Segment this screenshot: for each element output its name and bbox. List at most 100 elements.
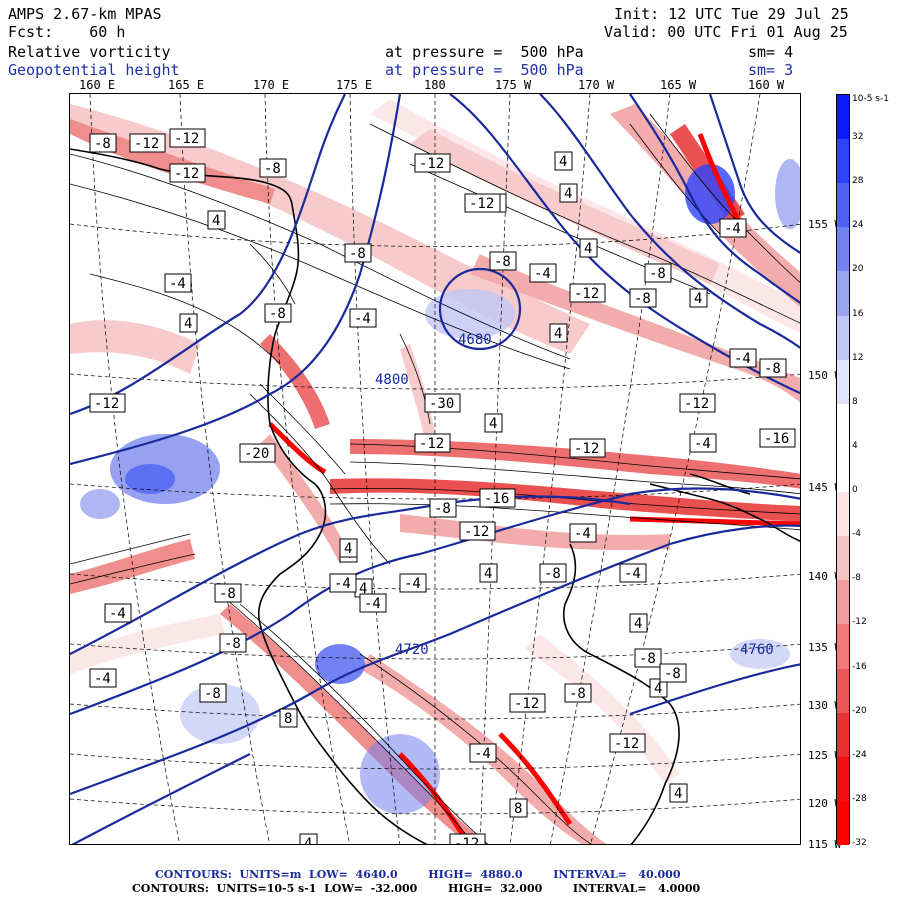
svg-text:-8: -8 xyxy=(219,586,236,602)
vorticity-label: -12 xyxy=(129,133,166,153)
height-label: 4800 xyxy=(375,372,409,388)
svg-text:-4: -4 xyxy=(109,606,126,622)
vorticity-labels: -8-12-12-12-84-124-8-124-8-84-4-8-12-44-… xyxy=(89,128,796,844)
height-label: 4680 xyxy=(458,332,492,348)
vorticity-label: -8 xyxy=(344,243,372,263)
svg-text:-8: -8 xyxy=(224,636,241,652)
vorticity-label: -4 xyxy=(164,273,192,293)
svg-text:-12: -12 xyxy=(134,136,159,152)
colorbar-tick-label: -4 xyxy=(852,529,861,540)
svg-text:-8: -8 xyxy=(494,254,511,270)
colorbar-segment xyxy=(837,271,849,316)
colorbar-segment xyxy=(837,315,849,360)
vorticity-label: -12 xyxy=(414,153,451,173)
colorbar-tick-label: 12 xyxy=(852,352,864,363)
colorbar-tick-label: 4 xyxy=(852,440,858,451)
vorticity-label: -8 xyxy=(219,633,247,653)
vorticity-label: -4 xyxy=(729,348,757,368)
svg-text:-12: -12 xyxy=(614,736,639,752)
colorbar-segment xyxy=(837,492,849,537)
colorbar-tick-label: 32 xyxy=(852,132,864,143)
svg-text:-30: -30 xyxy=(429,396,454,412)
lon-label: 175 E xyxy=(336,78,373,92)
svg-text:-12: -12 xyxy=(684,396,709,412)
svg-text:-8: -8 xyxy=(269,306,286,322)
vorticity-label: -12 xyxy=(679,393,716,413)
lon-label: 170 W xyxy=(578,78,615,92)
vorticity-label: 4 xyxy=(649,678,668,698)
vorticity-label: -16 xyxy=(759,428,796,448)
svg-text:-12: -12 xyxy=(574,441,599,457)
svg-text:-12: -12 xyxy=(464,524,489,540)
vorticity-label: -12 xyxy=(169,163,206,183)
svg-text:4: 4 xyxy=(584,241,592,257)
svg-text:4: 4 xyxy=(489,416,497,432)
colorbar-tick-label: 20 xyxy=(852,264,864,275)
vorticity-contour-info: CONTOURS: UNITS=10-5 s-1 LOW= -32.000 HI… xyxy=(132,882,701,895)
svg-text:-8: -8 xyxy=(264,161,281,177)
vorticity-label: -8 xyxy=(659,663,687,683)
colorbar-segment xyxy=(837,800,849,845)
vorticity-label: -8 xyxy=(634,648,662,668)
svg-text:4: 4 xyxy=(484,566,492,582)
colorbar-tick-label: 16 xyxy=(852,308,864,319)
svg-text:-4: -4 xyxy=(404,576,421,592)
field2-level: at pressure = 500 hPa xyxy=(385,61,584,79)
colorbar-tick-label: 28 xyxy=(852,176,864,187)
vorticity-label: -4 xyxy=(619,563,647,583)
svg-text:-8: -8 xyxy=(569,686,586,702)
vorticity-label: -12 xyxy=(169,128,206,148)
vorticity-label: 4 xyxy=(479,563,498,583)
colorbar-tick-label: -28 xyxy=(852,793,867,804)
lon-label: 160 W xyxy=(748,78,785,92)
svg-text:4: 4 xyxy=(554,326,562,342)
vorticity-label: -12 xyxy=(569,283,606,303)
svg-text:-20: -20 xyxy=(244,446,269,462)
vorticity-label: -8 xyxy=(214,583,242,603)
vorticity-label: 4 xyxy=(559,183,578,203)
map-panel: 4680 4800 4720 4760 -8-12-12-12-84-124-8… xyxy=(69,93,801,845)
vorticity-label: 8 xyxy=(279,708,298,728)
colorbar-segment xyxy=(837,227,849,272)
vorticity-label: -12 xyxy=(449,833,486,844)
svg-text:-8: -8 xyxy=(639,651,656,667)
vorticity-label: -12 xyxy=(509,693,546,713)
colorbar-segment xyxy=(837,668,849,713)
vorticity-label: -8 xyxy=(644,263,672,283)
svg-text:-8: -8 xyxy=(94,136,111,152)
vorticity-label: 4 xyxy=(339,538,358,558)
svg-text:-8: -8 xyxy=(649,266,666,282)
colorbar-segment xyxy=(837,139,849,184)
height-label: 4720 xyxy=(395,642,429,658)
vorticity-label: -4 xyxy=(399,573,427,593)
svg-text:-4: -4 xyxy=(734,351,751,367)
svg-text:-4: -4 xyxy=(724,221,741,237)
svg-text:4: 4 xyxy=(674,786,682,802)
svg-text:-4: -4 xyxy=(574,526,591,542)
svg-text:-12: -12 xyxy=(174,131,199,147)
colorbar-tick-label: -16 xyxy=(852,661,867,672)
vorticity-label: -12 xyxy=(609,733,646,753)
vorticity-label: -8 xyxy=(539,563,567,583)
vorticity-label: -4 xyxy=(329,573,357,593)
vorticity-label: -4 xyxy=(529,263,557,283)
lon-label: 175 W xyxy=(495,78,532,92)
vorticity-label: 4 xyxy=(179,313,198,333)
svg-text:-8: -8 xyxy=(634,291,651,307)
colorbar-segment xyxy=(837,624,849,669)
vorticity-contours xyxy=(70,113,800,844)
colorbar-segment xyxy=(837,183,849,228)
lon-label: 165 W xyxy=(660,78,697,92)
svg-text:-4: -4 xyxy=(354,311,371,327)
colorbar-tick-label: 0 xyxy=(852,485,858,496)
svg-text:-8: -8 xyxy=(764,361,781,377)
svg-text:-4: -4 xyxy=(694,436,711,452)
svg-text:4: 4 xyxy=(694,291,702,307)
init-time: Init: 12 UTC Tue 29 Jul 25 xyxy=(614,5,849,23)
colorbar xyxy=(836,94,850,845)
vorticity-label: -30 xyxy=(424,393,461,413)
colorbar-segment xyxy=(837,536,849,581)
vorticity-label: -8 xyxy=(264,303,292,323)
field2-smooth: sm= 3 xyxy=(748,61,794,79)
vorticity-label: 4 xyxy=(669,783,688,803)
